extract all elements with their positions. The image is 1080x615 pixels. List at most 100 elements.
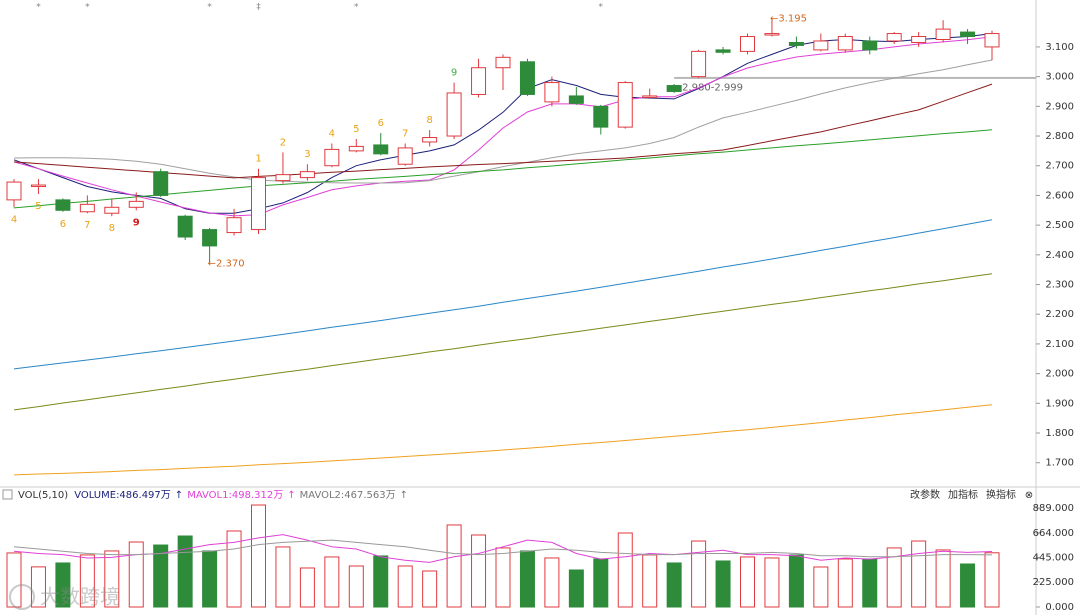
ma-line: [13, 404, 993, 476]
y-tick-label: 2.600: [1045, 190, 1074, 201]
y-tick-label: 2.100: [1045, 339, 1074, 350]
td-count: 4: [11, 214, 17, 225]
candle-body: [202, 229, 218, 247]
volume-bar: [324, 556, 340, 608]
y-tick-label: 2.900: [1045, 101, 1074, 112]
volume-bar: [495, 547, 511, 608]
candle-body: [593, 105, 609, 128]
volume-bar: [373, 555, 389, 608]
event-marker: *: [599, 3, 604, 13]
candle-body: [960, 31, 976, 38]
volume-bar: [813, 566, 829, 608]
watermark-text: 大数跨境: [40, 585, 120, 609]
volume-bar: [153, 544, 169, 608]
td-count: 9: [133, 217, 140, 228]
volume-bar: [837, 558, 853, 608]
ma-line: [13, 219, 993, 370]
candle-body: [471, 67, 487, 95]
volume-bar: [6, 552, 22, 608]
candle-body: [128, 200, 144, 208]
candle-body: [788, 41, 804, 46]
volume-bar: [568, 569, 584, 608]
td-count: 6: [378, 118, 384, 129]
volume-bar: [397, 565, 413, 608]
candle-body: [642, 95, 658, 98]
legend-toggle: [2, 489, 13, 500]
legend-entry: ↑: [287, 490, 295, 501]
candle-body: [837, 36, 853, 51]
y-tick-label: 2.300: [1045, 280, 1074, 291]
range-label: 2.980-2.999: [682, 83, 743, 94]
candle-body: [6, 181, 22, 201]
volume-bar: [30, 566, 46, 608]
candle-body: [348, 145, 364, 152]
candle-body: [691, 50, 707, 78]
candle-body: [324, 148, 340, 167]
volume-bar: [104, 550, 120, 608]
candle-body: [495, 56, 511, 69]
volume-bar: [617, 532, 633, 608]
candle-body: [446, 92, 462, 137]
event-marker: ‡: [256, 3, 261, 13]
legend-entry: ↑: [400, 490, 408, 501]
td-count: 4: [329, 128, 335, 139]
volume-bar: [544, 557, 560, 608]
candle-body: [299, 171, 315, 179]
volume-bar: [202, 550, 218, 608]
event-marker: *: [85, 3, 90, 13]
td-count: 5: [353, 124, 359, 135]
event-marker: *: [36, 3, 41, 13]
volume-bar: [960, 563, 976, 608]
volume-bar: [886, 547, 902, 608]
td-count: 1: [255, 154, 261, 165]
mavol-line: [13, 539, 993, 558]
high-label: ←3.195: [770, 14, 807, 25]
range-band: [674, 76, 1036, 79]
y-tick-label: 2.200: [1045, 309, 1074, 320]
volume-bar: [275, 546, 291, 608]
volume-bar: [422, 570, 438, 608]
candle-body: [911, 36, 927, 43]
ma-line: [13, 129, 993, 209]
td-count: 8: [109, 223, 115, 234]
y-tick-label: 2.700: [1045, 161, 1074, 172]
panel-button[interactable]: 换指标: [986, 488, 1016, 501]
candle-body: [715, 49, 731, 53]
td-count: 7: [402, 128, 408, 139]
td-count: 3: [304, 149, 310, 160]
y-tick-label: 3.100: [1045, 42, 1074, 53]
watermark-logo: [9, 584, 35, 610]
panel-button[interactable]: 加指标: [948, 488, 978, 501]
volume-bar: [519, 550, 535, 608]
candle-body: [617, 82, 633, 128]
ma-line: [13, 59, 993, 184]
event-marker: *: [207, 3, 212, 13]
panel-button[interactable]: ⊗: [1025, 490, 1033, 501]
candle-body: [544, 82, 560, 103]
ma-line: [13, 36, 993, 217]
candle-body: [30, 184, 46, 188]
candle-body: [862, 40, 878, 51]
legend-entry: MAVOL1:498.312万: [187, 490, 283, 501]
legend-entry: VOLUME:486.497万: [74, 490, 171, 501]
y-tick-label: 3.000: [1045, 72, 1074, 83]
volume-bar: [446, 524, 462, 608]
candle-body: [79, 203, 95, 213]
td-count: 9: [451, 68, 457, 79]
candle-body: [984, 33, 1000, 48]
volume-bar: [251, 504, 266, 608]
candle-body: [251, 177, 266, 231]
volume-bar: [862, 558, 878, 608]
td-count: 7: [84, 220, 90, 231]
y-tick-label: 0.000: [1045, 602, 1074, 613]
volume-bar: [764, 557, 780, 608]
candle-body: [813, 40, 829, 51]
ma-line: [13, 273, 993, 411]
panel-button[interactable]: 改参数: [910, 488, 940, 501]
low-label: ←2.370: [208, 259, 245, 270]
mavol-line: [13, 534, 993, 563]
y-tick-label: 2.000: [1045, 369, 1074, 380]
candle-body: [373, 144, 389, 155]
volume-bar: [177, 535, 193, 608]
